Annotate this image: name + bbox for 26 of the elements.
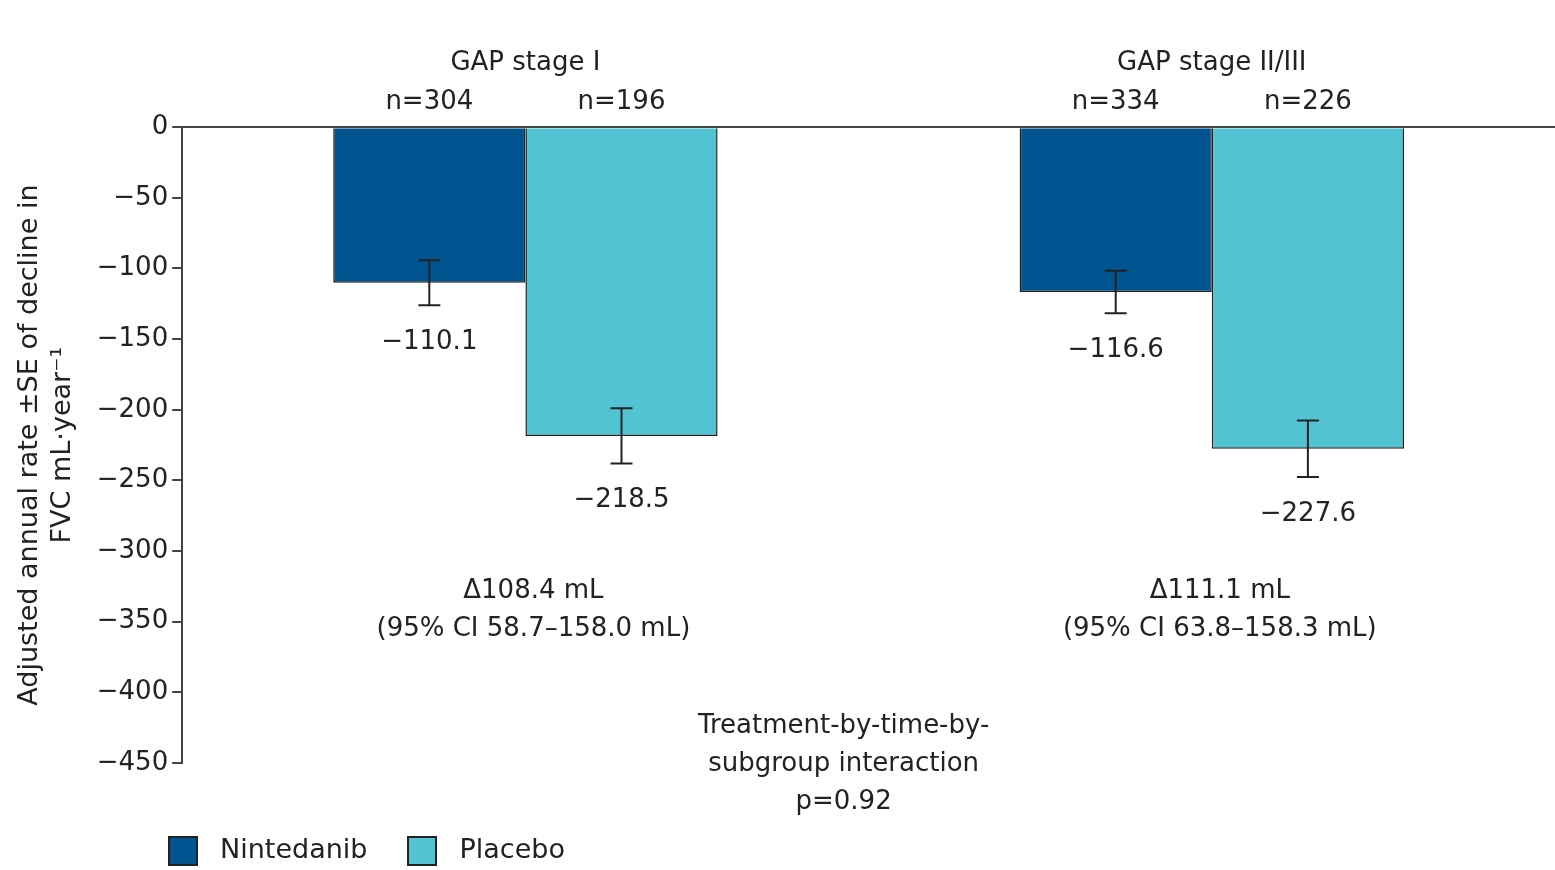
legend-label: Nintedanib [219,833,368,866]
data-label: −218.5 [573,483,670,514]
y-tick-label: −250 [96,463,169,494]
data-label: −116.6 [1067,332,1164,363]
annotation: Δ108.4 mL (95% CI 58.7–158.0 mL) [376,574,691,643]
data-label: −110.1 [381,325,478,356]
y-axis-title: Adjusted annual rate ±SE of decline in FVC mL·year⁻¹ [12,184,76,706]
annotation: Δ111.1 mL (95% CI 63.8–158.3 mL) [1062,574,1377,643]
y-tick-label: 0 [151,109,169,140]
x-tick-label: GAP stage II/III [1117,46,1307,77]
annotation: n=334 [1071,84,1160,115]
x-tick-label: GAP stage I [450,46,601,77]
annotation: n=226 [1263,84,1352,115]
y-tick-label: −350 [96,604,169,635]
legend-label: Placebo [458,833,565,866]
y-tick-label: −300 [96,533,169,564]
y-tick-label: −150 [96,321,169,352]
y-tick-label: −450 [96,745,169,776]
data-label: −227.6 [1259,496,1357,527]
y-tick-label: −100 [96,251,169,282]
annotation: n=304 [385,84,474,115]
y-tick-label: −200 [96,392,169,423]
annotation: Treatment-by-time-by- subgroup interaction p=0.92 [696,708,990,815]
y-tick-label: −400 [96,675,169,706]
y-tick-label: −50 [113,180,169,211]
annotation: n=196 [577,84,666,115]
